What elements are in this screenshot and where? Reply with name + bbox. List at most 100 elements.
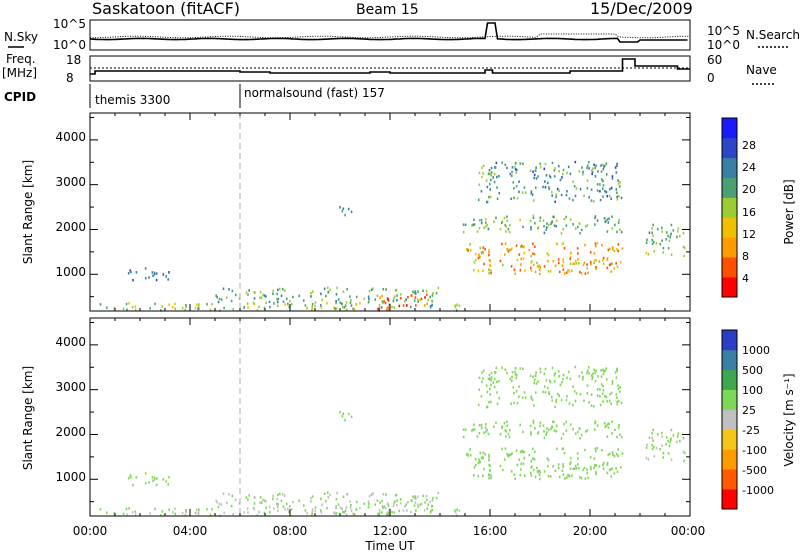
power-cell	[211, 302, 213, 306]
velocity-cell	[516, 401, 519, 405]
power-cell	[607, 248, 610, 252]
power-cell	[283, 289, 286, 292]
power-cell	[355, 303, 358, 306]
velocity-cell	[590, 374, 593, 377]
velocity-cell	[513, 401, 515, 405]
velocity-cell	[651, 444, 654, 447]
power-cell	[555, 219, 558, 223]
velocity-cell	[488, 453, 490, 457]
velocity-cell	[415, 497, 417, 500]
power-cell	[396, 298, 398, 302]
power-cell	[276, 292, 278, 296]
power-cell	[683, 254, 685, 258]
power-cell	[131, 305, 134, 309]
power-cell	[595, 259, 598, 262]
velocity-cell	[612, 453, 614, 456]
power-cell	[253, 291, 256, 294]
power-cell	[276, 304, 279, 308]
velocity-cell	[171, 510, 174, 514]
velocity-cell	[558, 394, 561, 398]
velocity-cell	[144, 481, 147, 485]
power-cell	[595, 164, 597, 168]
power-cell	[490, 178, 492, 182]
velocity-cell	[506, 453, 508, 456]
velocity-cell	[578, 466, 580, 470]
power-cbar-tick-12: 12	[742, 228, 756, 241]
velocity-cell	[248, 494, 250, 497]
velocity-cell	[393, 511, 396, 514]
power-cell	[306, 306, 308, 310]
power-cell	[385, 288, 387, 291]
velocity-cell	[530, 395, 533, 398]
velocity-cell	[505, 430, 508, 433]
velocity-cell	[532, 447, 534, 451]
velocity-cell	[289, 505, 291, 508]
power-cell	[571, 269, 573, 272]
power-cell	[437, 286, 440, 290]
velocity-cell	[469, 454, 472, 457]
power-cell	[247, 293, 249, 296]
velocity-cell	[620, 435, 623, 439]
power-cell	[499, 227, 502, 231]
velocity-cell	[573, 467, 576, 471]
colorbar-segment	[722, 177, 737, 198]
power-cell	[616, 164, 618, 167]
power-cell	[676, 230, 679, 233]
velocity-cell	[551, 395, 553, 399]
power-cell	[652, 240, 655, 244]
velocity-cell	[290, 508, 293, 511]
power-cell	[503, 216, 506, 220]
velocity-cell	[589, 465, 592, 469]
velocity-cell	[536, 469, 539, 473]
velocity-cell	[606, 399, 609, 403]
power-cell	[679, 234, 681, 238]
power-cell	[184, 308, 187, 311]
velocity-cell	[661, 431, 663, 435]
velocity-cell	[545, 379, 548, 382]
velocity-cell	[548, 379, 551, 383]
vel-cbar-tick-neg25: -25	[742, 424, 760, 437]
power-cell	[198, 303, 200, 306]
power-cell	[285, 297, 288, 301]
power-cell	[611, 215, 613, 218]
velocity-cell	[426, 507, 429, 510]
power-cell	[339, 206, 341, 209]
velocity-cell	[128, 507, 130, 510]
colorbar-segment	[722, 369, 737, 390]
power-cell	[672, 229, 675, 232]
velocity-cell	[598, 465, 601, 468]
power-cell	[347, 207, 350, 211]
velocity-cell	[379, 501, 382, 504]
velocity-cell	[333, 511, 335, 514]
power-cell	[519, 268, 522, 272]
velocity-cell	[311, 495, 314, 498]
power-cell	[477, 256, 480, 260]
power-cell	[290, 303, 293, 306]
velocity-cell	[231, 494, 234, 498]
velocity-cell	[548, 392, 551, 396]
velocity-cell	[486, 390, 489, 394]
velocity-cell	[549, 380, 552, 384]
power-cell	[197, 305, 200, 309]
power-cell	[516, 258, 519, 262]
velocity-cell	[488, 373, 491, 377]
power-cell	[495, 216, 497, 220]
power-cell	[605, 190, 608, 194]
power-cell	[311, 305, 314, 308]
velocity-cell	[581, 371, 583, 374]
velocity-cell	[500, 426, 503, 430]
power-cell	[417, 290, 419, 293]
velocity-cell	[462, 428, 465, 431]
power-cell	[563, 246, 566, 250]
power-cell	[589, 251, 592, 254]
velocity-cell	[539, 421, 542, 425]
power-cell	[225, 296, 228, 300]
velocity-cell	[385, 493, 387, 496]
power-cell	[533, 253, 536, 256]
power-cell	[422, 289, 424, 293]
velocity-cell	[534, 391, 537, 394]
power-cell	[281, 287, 284, 291]
power-cell	[490, 171, 493, 174]
power-cell	[378, 304, 381, 307]
velocity-cell	[352, 512, 354, 516]
